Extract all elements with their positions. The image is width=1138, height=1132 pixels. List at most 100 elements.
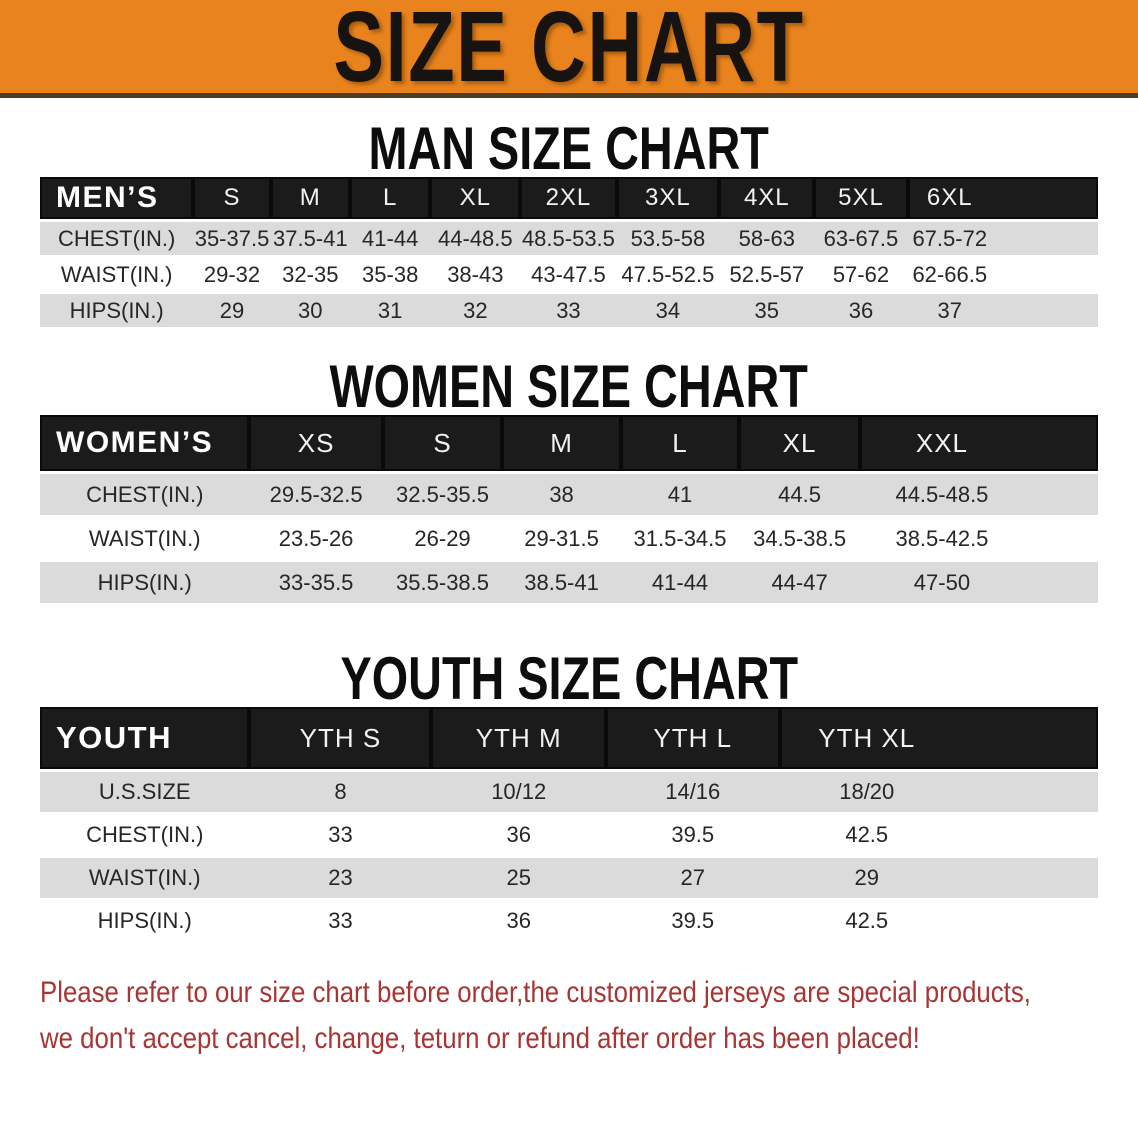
size-value-cell: 39.5	[671, 908, 715, 933]
notice-line-2: we don't accept cancel, change, teturn o…	[40, 1022, 920, 1055]
table-header-row: WOMEN’S XS S M L XL XXL	[40, 415, 1098, 471]
measurement-row: WAIST(IN.) 29-32 32-35 35-38 38-43 43-47.5 47.…	[40, 258, 1098, 291]
row-label: WAIST(IN.)	[60, 261, 173, 287]
size-value-cell: 52.5-57	[729, 261, 805, 287]
measurement-row: CHEST(IN.) 35-37.5 37.5-41 41-44 44-48.5 48.5…	[40, 222, 1098, 255]
size-value-cell: 58-63	[738, 225, 795, 251]
size-value-cell: 29-32	[203, 261, 261, 287]
size-value-cell: 67.5-72	[912, 225, 988, 251]
size-column-header: L	[620, 415, 740, 471]
row-label: U.S.SIZE	[98, 779, 191, 804]
size-value-cell: 33	[328, 822, 353, 847]
table-group-label: MEN’S	[40, 177, 194, 219]
table-header-row: YOUTH YTH S YTH M YTH L YTH XL	[40, 707, 1098, 769]
size-value-cell: 35-37.5	[194, 225, 270, 251]
size-value-cell: 29-31.5	[524, 525, 599, 551]
size-value-cell: 35.5-38.5	[396, 569, 490, 595]
size-value-cell: 14/16	[665, 779, 721, 804]
size-value-cell: 29	[854, 865, 879, 890]
banner: SIZE CHART	[0, 0, 1138, 98]
size-value-cell: 53.5-58	[630, 225, 706, 251]
size-column-header: M	[502, 415, 621, 471]
size-value-cell: 38.5-41	[524, 569, 599, 595]
size-value-cell: 36	[506, 822, 531, 847]
size-value-cell: 42.5	[845, 822, 889, 847]
size-value-cell: 63-67.5	[823, 225, 899, 251]
size-value-cell: 44-47	[771, 569, 828, 595]
size-value-cell: 18/20	[839, 779, 895, 804]
size-column-header: 5XL	[814, 177, 908, 219]
size-column-header: L	[349, 177, 431, 219]
table-group-label: YOUTH	[40, 707, 250, 769]
size-value-cell: 33	[328, 908, 353, 933]
size-column-header: XS	[249, 415, 383, 471]
size-value-cell: 10/12	[491, 779, 547, 804]
size-column-header: 2XL	[520, 177, 617, 219]
size-value-cell: 35-38	[362, 261, 419, 287]
size-value-cell: 48.5-53.5	[521, 225, 615, 251]
size-value-cell: 34.5-38.5	[753, 525, 847, 551]
size-value-cell: 32.5-35.5	[396, 481, 490, 507]
size-value-cell: 47.5-52.5	[621, 261, 715, 287]
size-column-header: 6XL	[907, 177, 1098, 219]
size-value-cell: 62-66.5	[912, 261, 988, 287]
size-column-header: M	[270, 177, 350, 219]
size-value-cell: 43-47.5	[531, 261, 606, 287]
size-column-header: YTH XL	[779, 707, 1098, 769]
size-value-cell: 41	[667, 481, 693, 507]
size-value-cell: 38-43	[447, 261, 504, 287]
size-value-cell: 41-44	[362, 225, 419, 251]
size-value-cell: 34	[655, 297, 681, 323]
size-value-cell: 44.5	[778, 481, 821, 507]
row-label: HIPS(IN.)	[69, 297, 164, 323]
size-column-header: YTH L	[606, 707, 780, 769]
size-value-cell: 29.5-32.5	[269, 481, 363, 507]
size-value-cell: 37.5-41	[272, 225, 348, 251]
size-value-cell: 36	[506, 908, 531, 933]
size-value-cell: 41-44	[651, 569, 709, 595]
row-label: HIPS(IN.)	[97, 569, 192, 595]
youth-section-heading: YOUTH SIZE CHART	[0, 645, 1138, 712]
youth-section-heading-text: YOUTH SIZE CHART	[340, 645, 798, 712]
row-label: CHEST(IN.)	[58, 225, 176, 251]
size-value-cell: 32	[463, 297, 488, 323]
size-value-cell: 31	[377, 297, 403, 323]
size-value-cell: 31.5-34.5	[633, 525, 727, 551]
row-label: WAIST(IN.)	[88, 525, 201, 551]
women-section-heading: WOMEN SIZE CHART	[0, 353, 1138, 420]
womens-size-table: WOMEN’S XS S M L XL XXL CHEST(IN.) 29.5-32.5 32.5…	[40, 412, 1098, 606]
size-value-cell: 23	[328, 865, 353, 890]
size-value-cell: 8	[334, 779, 347, 804]
size-value-cell: 38	[549, 481, 574, 507]
size-value-cell: 27	[680, 865, 705, 890]
measurement-row: WAIST(IN.) 23.5-26 26-29 29-31.5 31.5-34.5 34…	[40, 518, 1098, 559]
size-value-cell: 29	[219, 297, 245, 323]
women-section-heading-text: WOMEN SIZE CHART	[329, 353, 809, 420]
measurement-row: WAIST(IN.) 23 25 27 29	[40, 858, 1098, 898]
size-value-cell: 36	[848, 297, 874, 323]
size-value-cell: 57-62	[832, 261, 890, 287]
size-value-cell: 32-35	[282, 261, 339, 287]
row-label: WAIST(IN.)	[88, 865, 201, 890]
measurement-row: U.S.SIZE 8 10/12 14/16 18/20	[40, 772, 1098, 812]
size-value-cell: 39.5	[671, 822, 715, 847]
size-column-header: YTH S	[249, 707, 432, 769]
size-value-cell: 38.5-42.5	[895, 525, 989, 551]
size-column-header: S	[193, 177, 271, 219]
size-column-header: YTH M	[431, 707, 606, 769]
man-section-heading: MAN SIZE CHART	[0, 119, 1138, 179]
size-value-cell: 35	[754, 297, 780, 323]
size-value-cell: 42.5	[845, 908, 889, 933]
row-label: CHEST(IN.)	[86, 481, 204, 507]
measurement-row: CHEST(IN.) 33 36 39.5 42.5	[40, 815, 1098, 855]
row-label: CHEST(IN.)	[86, 822, 204, 847]
size-column-header: XL	[739, 415, 860, 471]
mens-size-table: MEN’S S M L XL 2XL 3XL 4XL 5XL 6XL CHEST(IN.) 35-37…	[40, 174, 1098, 330]
table-header-row: MEN’S S M L XL 2XL 3XL 4XL 5XL 6XL	[40, 177, 1098, 219]
size-value-cell: 47-50	[913, 569, 971, 595]
row-label: HIPS(IN.)	[97, 908, 192, 933]
measurement-row: HIPS(IN.) 29 30 31 32 33 34 35 36 37	[40, 294, 1098, 327]
size-value-cell: 26-29	[414, 525, 471, 551]
size-value-cell: 33	[556, 297, 581, 323]
